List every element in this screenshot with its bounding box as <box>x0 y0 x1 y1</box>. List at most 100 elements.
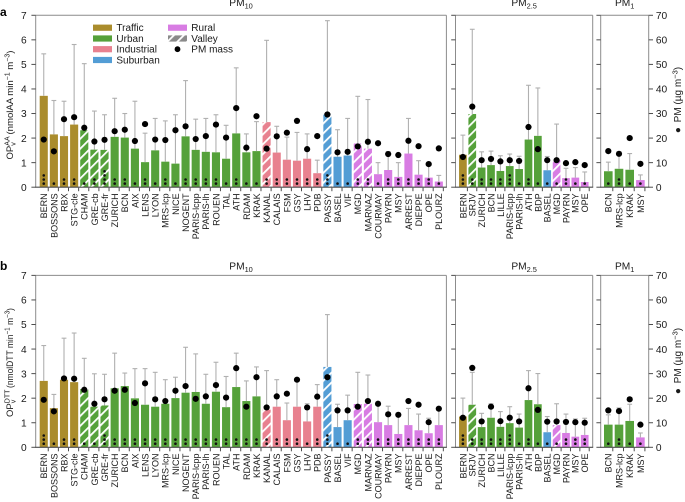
svg-text:0: 0 <box>656 443 662 454</box>
svg-text:BASEL: BASEL <box>333 193 343 222</box>
svg-text:SRJV: SRJV <box>468 193 478 216</box>
svg-text:PM2.5: PM2.5 <box>511 0 537 11</box>
svg-text:CALAIS: CALAIS <box>272 454 282 486</box>
svg-text:BERN: BERN <box>458 454 468 479</box>
svg-text:4: 4 <box>21 345 27 356</box>
svg-text:BASEL: BASEL <box>543 454 553 483</box>
svg-text:KRAK: KRAK <box>625 454 635 479</box>
svg-text:LHV: LHV <box>303 193 313 211</box>
svg-text:COURMAY: COURMAY <box>373 454 383 499</box>
svg-text:NICE: NICE <box>171 193 181 215</box>
svg-text:PARIS-lcpp: PARIS-lcpp <box>505 454 515 500</box>
svg-text:GSY: GSY <box>292 193 302 212</box>
svg-text:OP: OP <box>5 403 16 417</box>
svg-text:ZURICH: ZURICH <box>110 454 120 488</box>
svg-text:MRS-lcp: MRS-lcp <box>614 454 624 489</box>
svg-text:5: 5 <box>21 60 27 71</box>
svg-text:BERN: BERN <box>458 193 468 218</box>
svg-text:MSY: MSY <box>636 193 646 213</box>
svg-text:a: a <box>0 5 7 19</box>
svg-text:OPE: OPE <box>424 193 434 212</box>
svg-text:VIF: VIF <box>343 193 353 208</box>
svg-text:LENS: LENS <box>140 193 150 217</box>
svg-text:GRE-fr: GRE-fr <box>100 453 110 481</box>
svg-text:1: 1 <box>21 418 27 429</box>
svg-text:BDP: BDP <box>533 454 543 473</box>
svg-text:MSY: MSY <box>571 454 581 474</box>
svg-text:SRJV: SRJV <box>468 454 478 477</box>
svg-text:Industrial: Industrial <box>116 45 157 56</box>
svg-text:COURMAY: COURMAY <box>373 193 383 238</box>
svg-text:ARREST: ARREST <box>404 453 414 490</box>
svg-text:BCN: BCN <box>604 193 614 212</box>
svg-text:MRS-lcp: MRS-lcp <box>161 193 171 228</box>
svg-text:DTT: DTT <box>5 389 12 403</box>
svg-text:BCN: BCN <box>486 193 496 212</box>
svg-text:FSM: FSM <box>282 193 292 212</box>
svg-text:AA: AA <box>5 136 12 146</box>
svg-text:PASSY: PASSY <box>323 193 333 222</box>
svg-text:60: 60 <box>656 36 668 47</box>
svg-text:BOSSONS: BOSSONS <box>49 193 59 238</box>
svg-text:MGD: MGD <box>353 453 363 474</box>
svg-text:DIEPPE: DIEPPE <box>414 454 424 487</box>
svg-text:BCN: BCN <box>120 193 130 212</box>
svg-text:Urban: Urban <box>116 34 143 45</box>
svg-text:ATH: ATH <box>524 454 534 471</box>
svg-text:BCN: BCN <box>486 454 496 473</box>
svg-text:10: 10 <box>656 158 668 169</box>
svg-text:(nmolDTT min−1 m−3): (nmolDTT min−1 m−3) <box>5 308 16 388</box>
svg-text:MSY: MSY <box>571 193 581 213</box>
svg-text:10: 10 <box>656 418 668 429</box>
svg-text:6: 6 <box>21 36 27 47</box>
svg-text:PAYRN: PAYRN <box>561 193 571 223</box>
svg-text:FSM: FSM <box>282 454 292 473</box>
svg-text:30: 30 <box>656 369 668 380</box>
svg-text:70: 70 <box>656 11 668 22</box>
svg-text:PARIS-lcpp: PARIS-lcpp <box>191 193 201 239</box>
svg-text:GRE-cb: GRE-cb <box>90 193 100 225</box>
svg-text:CHAM: CHAM <box>80 193 90 220</box>
svg-text:PARIS-lcpp: PARIS-lcpp <box>191 454 201 500</box>
svg-text:20: 20 <box>656 134 668 145</box>
svg-text:ZURICH: ZURICH <box>110 193 120 227</box>
svg-text:40: 40 <box>656 85 668 96</box>
svg-text:BASEL: BASEL <box>543 193 553 222</box>
svg-text:RDAM: RDAM <box>242 454 252 481</box>
svg-text:4: 4 <box>21 85 27 96</box>
svg-text:40: 40 <box>656 345 668 356</box>
svg-text:BASEL: BASEL <box>333 454 343 483</box>
svg-text:60: 60 <box>656 296 668 307</box>
svg-text:RDAM: RDAM <box>242 193 252 220</box>
svg-text:PARIS-lh: PARIS-lh <box>515 193 525 229</box>
svg-text:PAYRN: PAYRN <box>561 454 571 484</box>
svg-text:7: 7 <box>21 11 27 22</box>
svg-text:30: 30 <box>656 109 668 120</box>
svg-text:AIX: AIX <box>130 454 140 469</box>
svg-text:7: 7 <box>21 271 27 282</box>
svg-text:1: 1 <box>21 158 27 169</box>
svg-text:BDP: BDP <box>533 193 543 212</box>
svg-text:GRE-fr: GRE-fr <box>100 193 110 221</box>
svg-text:2: 2 <box>21 134 27 145</box>
svg-text:CHAM: CHAM <box>80 454 90 481</box>
svg-text:NICE: NICE <box>171 454 181 476</box>
svg-text:MSY: MSY <box>636 454 646 474</box>
svg-text:BOSSONS: BOSSONS <box>49 454 59 499</box>
svg-text:20: 20 <box>656 394 668 405</box>
svg-text:MARNAZ: MARNAZ <box>363 453 373 492</box>
svg-text:CALAIS: CALAIS <box>272 193 282 225</box>
svg-text:6: 6 <box>21 296 27 307</box>
svg-text:3: 3 <box>21 369 27 380</box>
svg-text:PM1: PM1 <box>615 261 634 274</box>
svg-text:ZURICH: ZURICH <box>477 193 487 227</box>
svg-text:PARIS-lh: PARIS-lh <box>515 454 525 490</box>
svg-text:PASSY: PASSY <box>323 454 333 483</box>
svg-text:MGD: MGD <box>552 453 562 474</box>
svg-text:2: 2 <box>21 394 27 405</box>
svg-text:(nmolAA min−1 m−3): (nmolAA min−1 m−3) <box>5 51 16 135</box>
svg-text:STG-cle: STG-cle <box>70 454 80 487</box>
svg-text:OPE: OPE <box>580 454 590 473</box>
svg-text:PM2.5: PM2.5 <box>511 261 537 274</box>
svg-text:3: 3 <box>21 109 27 120</box>
